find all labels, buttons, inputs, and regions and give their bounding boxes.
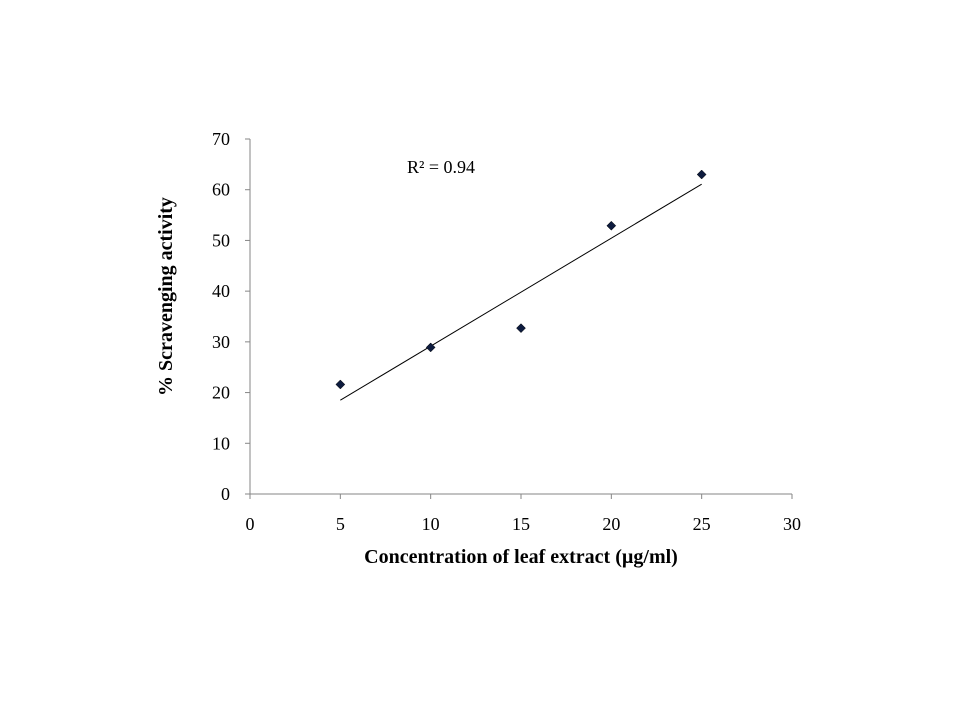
y-tick-label: 60: [212, 180, 230, 200]
data-point-marker: [425, 342, 436, 353]
x-tick-label: 30: [783, 514, 801, 534]
x-tick-label: 20: [602, 514, 620, 534]
x-axis-title: Concentration of leaf extract (µg/ml): [364, 546, 678, 568]
x-tick-label: 5: [336, 514, 345, 534]
x-tick-label: 10: [422, 514, 440, 534]
data-point-marker: [696, 169, 707, 180]
y-tick-label: 50: [212, 230, 230, 250]
y-axis-title: % Scravenging activity: [155, 197, 177, 396]
x-tick-label: 25: [693, 514, 711, 534]
data-point-marker: [516, 323, 526, 334]
r-squared-annotation: R² = 0.94: [407, 157, 475, 177]
axes: [249, 139, 792, 495]
y-tick-label: 10: [212, 433, 230, 453]
x-tick-label: 15: [512, 514, 530, 534]
y-tick-label: 0: [221, 484, 230, 504]
data-points: [335, 169, 707, 390]
x-ticks: 0 5 10 15 20 25 30: [246, 494, 801, 534]
y-tick-label: 40: [212, 281, 230, 301]
x-tick-label: 0: [246, 514, 255, 534]
y-ticks: 0 10 20 30 40 50 60 70: [212, 129, 250, 504]
y-tick-label: 70: [212, 129, 230, 149]
y-tick-label: 30: [212, 332, 230, 352]
data-point-marker: [335, 379, 346, 390]
data-point-marker: [606, 220, 617, 231]
y-tick-label: 20: [212, 383, 230, 403]
linear-trendline: [340, 183, 702, 401]
